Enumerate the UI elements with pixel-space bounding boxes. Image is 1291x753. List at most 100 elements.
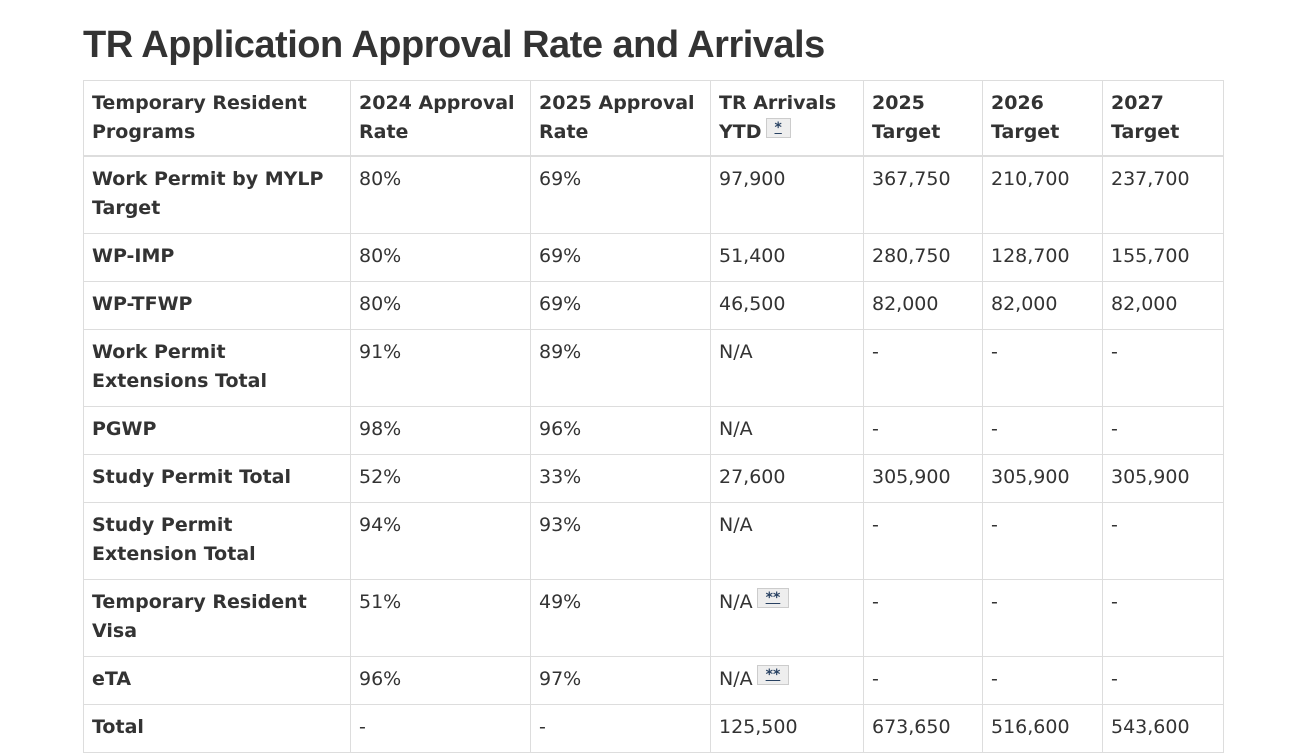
rate-2024-cell: 80% xyxy=(350,233,531,282)
target-2026-cell: - xyxy=(982,502,1103,580)
cell-value: - xyxy=(991,341,998,363)
rate-2025-cell: 89% xyxy=(530,329,711,407)
column-header-label: 2025 Approval Rate xyxy=(539,92,695,143)
table-row: Study Permit Extension Total 94% 93% N/A - - - xyxy=(83,502,1224,580)
table-body: Work Permit by MYLP Target 80% 69% 97,900 36… xyxy=(83,155,1224,753)
row-label-cell: Temporary Resident Visa xyxy=(83,579,351,657)
target-2025-cell: 367,750 xyxy=(863,155,983,234)
table-row: Work Permit by MYLP Target 80% 69% 97,900 36… xyxy=(83,155,1224,234)
cell-value: 80% xyxy=(359,168,402,190)
rate-2024-cell: 80% xyxy=(350,155,531,234)
row-label-cell: Study Permit Extension Total xyxy=(83,502,351,580)
cell-value: 80% xyxy=(359,245,402,267)
cell-value: 96% xyxy=(359,668,402,690)
target-2025-cell: - xyxy=(863,656,983,705)
cell-value: 305,900 xyxy=(872,466,951,488)
arrivals-cell: N/A ** xyxy=(710,579,864,657)
approval-rate-table: Temporary Resident Programs 2024 Approval… xyxy=(83,80,1224,753)
cell-value: - xyxy=(991,591,998,613)
cell-value: 305,900 xyxy=(1111,466,1190,488)
target-2026-cell: 516,600 xyxy=(982,704,1103,753)
target-2025-cell: - xyxy=(863,579,983,657)
rate-2025-cell: 33% xyxy=(530,454,711,503)
cell-value: 97,900 xyxy=(719,168,786,190)
cell-value: - xyxy=(872,418,879,440)
table-header: Temporary Resident Programs 2024 Approval… xyxy=(83,80,1224,157)
cell-value: WP-TFWP xyxy=(92,293,193,315)
target-2027-cell: - xyxy=(1102,329,1224,407)
cell-value: - xyxy=(1111,668,1118,690)
header-2025-rate: 2025 Approval Rate xyxy=(530,80,711,157)
cell-value: eTA xyxy=(92,668,132,690)
page-title: TR Application Approval Rate and Arrival… xyxy=(83,24,825,66)
target-2027-cell: 82,000 xyxy=(1102,281,1224,330)
cell-value: - xyxy=(991,514,998,536)
rate-2024-cell: 96% xyxy=(350,656,531,705)
target-2027-cell: 543,600 xyxy=(1102,704,1224,753)
row-label-cell: Study Permit Total xyxy=(83,454,351,503)
target-2026-cell: 82,000 xyxy=(982,281,1103,330)
cell-value: 51% xyxy=(359,591,402,613)
table-row: Work Permit Extensions Total 91% 89% N/A - - - xyxy=(83,329,1224,407)
cell-value: 125,500 xyxy=(719,716,798,738)
target-2026-cell: - xyxy=(982,406,1103,455)
row-label-cell: WP-TFWP xyxy=(83,281,351,330)
header-2025-target: 2025 Target xyxy=(863,80,983,157)
table-row: PGWP 98% 96% N/A - - - xyxy=(83,406,1224,455)
cell-value: - xyxy=(1111,341,1118,363)
cell-value: 94% xyxy=(359,514,402,536)
cell-value: - xyxy=(872,668,879,690)
column-header-label: 2025 Target xyxy=(872,92,941,143)
column-header-label: 2026 Target xyxy=(991,92,1060,143)
cell-value: 305,900 xyxy=(991,466,1070,488)
row-label-cell: WP-IMP xyxy=(83,233,351,282)
row-label-cell: Work Permit by MYLP Target xyxy=(83,155,351,234)
cell-value: 93% xyxy=(539,514,582,536)
cell-value: 128,700 xyxy=(991,245,1070,267)
arrivals-cell: 27,600 xyxy=(710,454,864,503)
table-row: Study Permit Total 52% 33% 27,600 305,900 305… xyxy=(83,454,1224,503)
table-row: WP-TFWP 80% 69% 46,500 82,000 82,000 82,000 xyxy=(83,281,1224,330)
table-row: Total - - 125,500 673,650 516,600 543,600 xyxy=(83,704,1224,753)
cell-value: N/A xyxy=(719,418,753,440)
header-programs: Temporary Resident Programs xyxy=(83,80,351,157)
row-label-cell: eTA xyxy=(83,656,351,705)
row-label-cell: Total xyxy=(83,704,351,753)
rate-2024-cell: 98% xyxy=(350,406,531,455)
cell-value: 27,600 xyxy=(719,466,786,488)
cell-value: - xyxy=(872,591,879,613)
arrivals-cell: N/A xyxy=(710,329,864,407)
header-2026-target: 2026 Target xyxy=(982,80,1103,157)
arrivals-cell: 97,900 xyxy=(710,155,864,234)
footnote-link[interactable]: * xyxy=(765,118,791,138)
column-header-label: 2027 Target xyxy=(1111,92,1180,143)
footnote-link[interactable]: ** xyxy=(756,665,790,685)
target-2027-cell: - xyxy=(1102,502,1224,580)
cell-value: - xyxy=(1111,591,1118,613)
footnote-link[interactable]: ** xyxy=(756,588,790,608)
target-2025-cell: 280,750 xyxy=(863,233,983,282)
cell-value: Total xyxy=(92,716,144,738)
target-2027-cell: - xyxy=(1102,656,1224,705)
rate-2025-cell: 93% xyxy=(530,502,711,580)
cell-value: - xyxy=(539,716,546,738)
cell-value: 80% xyxy=(359,293,402,315)
cell-value: Study Permit Extension Total xyxy=(92,514,256,565)
cell-value: Temporary Resident Visa xyxy=(92,591,307,642)
cell-value: 82,000 xyxy=(872,293,939,315)
arrivals-cell: N/A ** xyxy=(710,656,864,705)
cell-value: 69% xyxy=(539,293,582,315)
target-2027-cell: - xyxy=(1102,406,1224,455)
column-header-label: Temporary Resident Programs xyxy=(92,92,307,143)
table-row: eTA 96% 97% N/A ** - - - xyxy=(83,656,1224,705)
cell-value: 69% xyxy=(539,245,582,267)
cell-value: 237,700 xyxy=(1111,168,1190,190)
cell-value: 97% xyxy=(539,668,582,690)
target-2026-cell: - xyxy=(982,579,1103,657)
cell-value: 49% xyxy=(539,591,582,613)
target-2026-cell: - xyxy=(982,656,1103,705)
table-row: WP-IMP 80% 69% 51,400 280,750 128,700 155,700 xyxy=(83,233,1224,282)
cell-value: 280,750 xyxy=(872,245,951,267)
cell-value: 69% xyxy=(539,168,582,190)
rate-2024-cell: 80% xyxy=(350,281,531,330)
